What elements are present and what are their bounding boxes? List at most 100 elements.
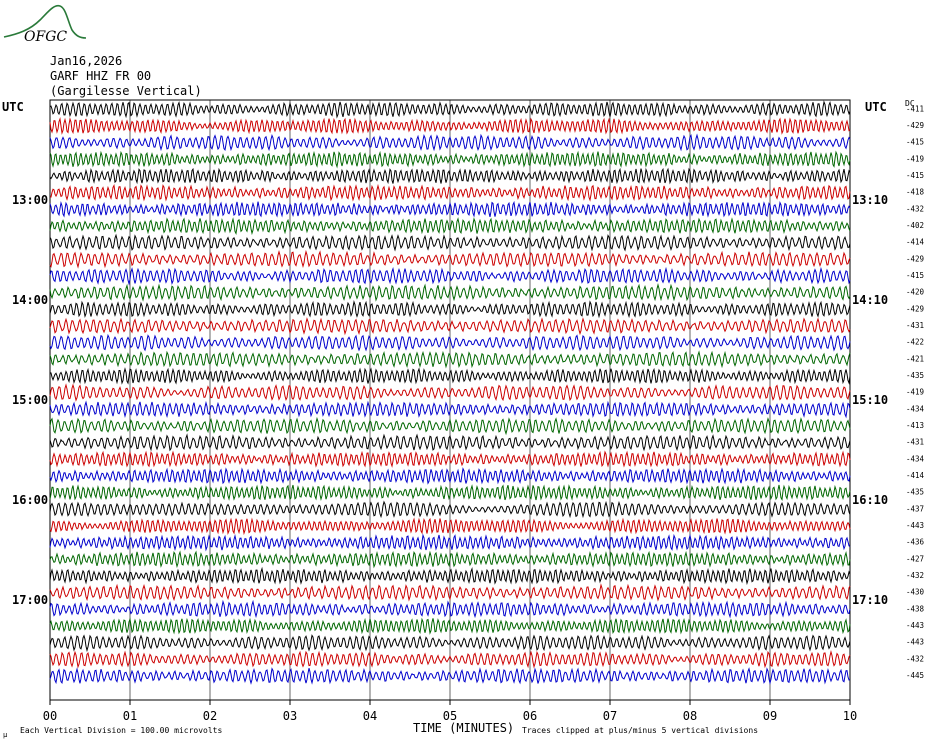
dc-offset-value: -415	[906, 171, 924, 180]
dc-offset-value: -415	[906, 271, 924, 280]
dc-offset-value: -431	[906, 321, 924, 330]
right-time-labels: 13:10 14:10 15:10 16:10 17:10	[852, 193, 888, 607]
dc-offset-value: -431	[906, 438, 924, 447]
right-time-label: 15:10	[852, 393, 888, 407]
seismic-trace	[49, 566, 851, 586]
seismic-trace	[49, 634, 851, 653]
dc-offset-value: -435	[906, 488, 924, 497]
dc-offset-value: -429	[906, 254, 924, 263]
seismic-trace	[49, 533, 851, 552]
left-time-labels: 13:00 14:00 15:00 16:00 17:00	[12, 193, 48, 607]
dc-offset-value: -430	[906, 588, 925, 597]
dc-offset-value: -445	[906, 671, 924, 680]
seismic-trace	[49, 167, 851, 185]
dc-offset-value: -443	[906, 521, 924, 530]
x-tick-label: 03	[283, 709, 297, 723]
corner-mark: μ	[3, 731, 8, 739]
dc-offset-value: -432	[906, 654, 924, 663]
clip-note: Traces clipped at plus/minus 5 vertical …	[522, 726, 758, 735]
x-tick-label: 10	[843, 709, 857, 723]
x-tick-label: 04	[363, 709, 377, 723]
seismic-trace	[49, 650, 851, 669]
dc-offset-value: -414	[906, 238, 925, 247]
seismic-trace	[49, 517, 851, 536]
trace-group	[49, 100, 851, 685]
right-time-label: 13:10	[852, 193, 888, 207]
x-tick-label: 05	[443, 709, 457, 723]
utc-left-label: UTC	[2, 100, 24, 114]
dc-offset-value: -429	[906, 121, 924, 130]
dc-offset-value: -418	[906, 188, 925, 197]
seismic-trace	[49, 266, 851, 286]
x-tick-label: 08	[683, 709, 697, 723]
left-time-label: 14:00	[12, 293, 48, 307]
station-label: GARF HHZ FR 00	[50, 69, 151, 83]
right-time-label: 14:10	[852, 293, 888, 307]
seismic-trace	[49, 400, 851, 419]
x-tick-label: 02	[203, 709, 217, 723]
x-axis-ticks: 00 01 02 03 04 05 06 07 08 09 10	[43, 700, 857, 723]
seismic-trace	[49, 433, 851, 452]
seismic-trace	[49, 283, 851, 302]
dc-offset-value: -438	[906, 604, 925, 613]
left-time-label: 13:00	[12, 193, 48, 207]
dc-offset-value: -434	[906, 404, 925, 413]
seismic-trace	[49, 350, 851, 369]
dc-offset-value: -419	[906, 154, 924, 163]
seismic-trace	[49, 617, 851, 635]
seismic-trace	[49, 249, 851, 269]
dc-label: DC	[905, 99, 915, 108]
x-tick-label: 06	[523, 709, 537, 723]
minute-gridlines	[129, 100, 771, 700]
division-note: Each Vertical Division = 100.00 microvol…	[20, 726, 222, 735]
seismic-trace	[49, 150, 851, 169]
seismic-trace	[49, 500, 851, 519]
seismic-trace	[49, 467, 851, 485]
time-axis-title: TIME (MINUTES)	[413, 721, 514, 735]
location-label: (Gargilesse Vertical)	[50, 84, 202, 98]
ofgc-logo: OFGC	[3, 4, 87, 45]
seismic-trace	[49, 599, 851, 619]
seismic-trace	[49, 117, 851, 135]
dc-offset-value: -443	[906, 621, 924, 630]
seismic-trace	[49, 416, 851, 436]
logo-mountain-icon	[3, 4, 87, 39]
utc-right-label: UTC	[865, 100, 887, 114]
seismic-trace	[49, 217, 851, 236]
dc-offset-labels: -411 -429 -415 -419 -415 -418 -432 -402 -414 -429…	[906, 104, 925, 680]
seismic-trace	[49, 550, 851, 569]
x-tick-label: 00	[43, 709, 57, 723]
date-label: Jan16,2026	[50, 54, 122, 68]
seismic-trace	[49, 667, 851, 685]
dc-offset-value: -420	[906, 288, 925, 297]
dc-offset-value: -414	[906, 471, 925, 480]
dc-offset-value: -419	[906, 388, 924, 397]
dc-offset-value: -429	[906, 304, 924, 313]
dc-offset-value: -411	[906, 104, 924, 113]
seismic-trace	[49, 450, 851, 468]
dc-offset-value: -437	[906, 504, 924, 513]
logo-text: OFGC	[24, 29, 67, 45]
seismic-trace	[49, 299, 851, 319]
right-time-label: 17:10	[852, 593, 888, 607]
seismic-trace	[49, 367, 851, 385]
left-time-label: 17:00	[12, 593, 48, 607]
dc-offset-value: -421	[906, 354, 924, 363]
x-tick-label: 01	[123, 709, 137, 723]
seismic-trace	[49, 200, 851, 218]
dc-offset-value: -402	[906, 221, 924, 230]
dc-offset-value: -427	[906, 554, 924, 563]
dc-offset-value: -436	[906, 538, 925, 547]
dc-offset-value: -432	[906, 204, 924, 213]
dc-offset-value: -432	[906, 571, 924, 580]
right-time-label: 16:10	[852, 493, 888, 507]
seismic-trace	[49, 183, 851, 202]
dc-offset-value: -415	[906, 138, 924, 147]
seismic-trace	[49, 383, 851, 402]
dc-offset-value: -422	[906, 338, 924, 347]
seismic-trace	[49, 233, 851, 252]
left-time-label: 16:00	[12, 493, 48, 507]
dc-offset-value: -413	[906, 421, 924, 430]
seismic-trace	[49, 583, 851, 602]
